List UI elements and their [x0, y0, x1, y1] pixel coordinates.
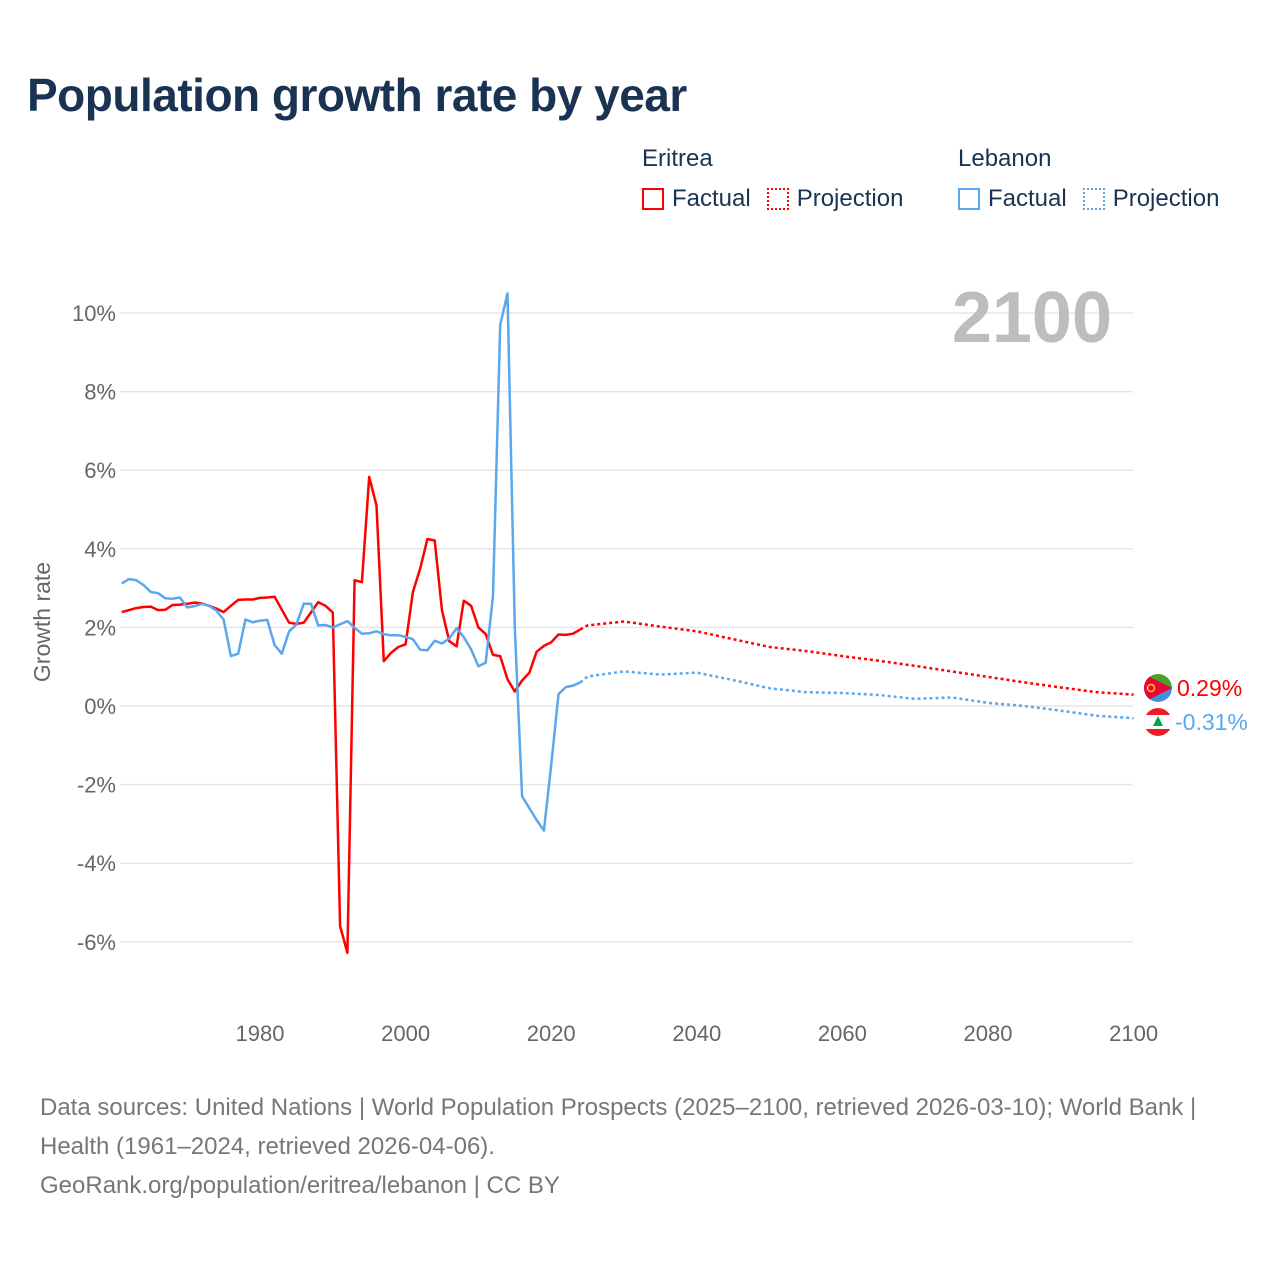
lebanon-flag-icon: [1144, 708, 1172, 736]
legend-label: Projection: [796, 185, 904, 212]
eritrea-projection-line: [579, 620, 1134, 696]
legend-label: Factual: [672, 185, 751, 212]
year-watermark: 2100: [952, 278, 1112, 358]
x-tick-label: 2040: [672, 1021, 721, 1046]
footer: Data sources: United Nations | World Pop…: [40, 1088, 1240, 1205]
legend-group-lebanon: Lebanon Factual Projection: [958, 145, 1235, 213]
y-tick-label: -6%: [77, 930, 116, 955]
attribution-link[interactable]: GeoRank.org/population/eritrea/lebanon |…: [40, 1172, 560, 1199]
x-tick-label: 2000: [381, 1021, 430, 1046]
y-tick-label: 4%: [84, 537, 116, 562]
eritrea-factual-line: [121, 475, 581, 955]
legend-lebanon-projection[interactable]: Projection: [1082, 185, 1220, 213]
y-tick-label: 8%: [84, 380, 116, 405]
data-sources: Data sources: United Nations | World Pop…: [40, 1094, 1197, 1160]
legend-country: Lebanon: [958, 145, 1052, 172]
y-tick-label: 0%: [84, 694, 116, 719]
legend-lebanon-factual[interactable]: Factual: [958, 185, 1067, 213]
legend-label: Projection: [1112, 185, 1220, 212]
legend-eritrea-projection[interactable]: Projection: [766, 185, 904, 213]
y-tick-label: -2%: [77, 773, 116, 798]
y-tick-label: 10%: [72, 301, 116, 326]
x-tick-label: 2020: [527, 1021, 576, 1046]
x-tick-label: 1980: [236, 1021, 285, 1046]
x-tick-label: 2060: [818, 1021, 867, 1046]
legend-country: Eritrea: [642, 145, 713, 172]
x-tick-label: 2100: [1109, 1021, 1158, 1046]
lebanon-projection-line: [579, 670, 1134, 720]
legend-swatch-solid: [642, 188, 664, 210]
legend-swatch-solid: [958, 188, 980, 210]
eritrea-flag-icon: [1144, 674, 1172, 702]
legend-eritrea-factual[interactable]: Factual: [642, 185, 751, 213]
legend-swatch-dotted: [766, 188, 789, 210]
legend-swatch-dotted: [1082, 188, 1105, 210]
lebanon-factual-line: [121, 292, 581, 832]
x-tick-label: 2080: [964, 1021, 1013, 1046]
y-tick-label: 6%: [84, 458, 116, 483]
lebanon-end-value: -0.31%: [1175, 709, 1248, 735]
y-axis-label: Growth rate: [29, 562, 55, 682]
chart-title: Population growth rate by year: [27, 69, 687, 121]
eritrea-end-value: 0.29%: [1177, 675, 1242, 701]
legend-label: Factual: [988, 185, 1067, 212]
y-tick-label: 2%: [84, 615, 116, 640]
legend-group-eritrea: Eritrea Factual Projection: [642, 145, 919, 213]
line-chart: -6% -4% -2% 0% 2% 4% 6% 8% 10% 1980 2000 2020 2040 2…: [29, 278, 1248, 1046]
y-tick-label: -4%: [77, 851, 116, 876]
